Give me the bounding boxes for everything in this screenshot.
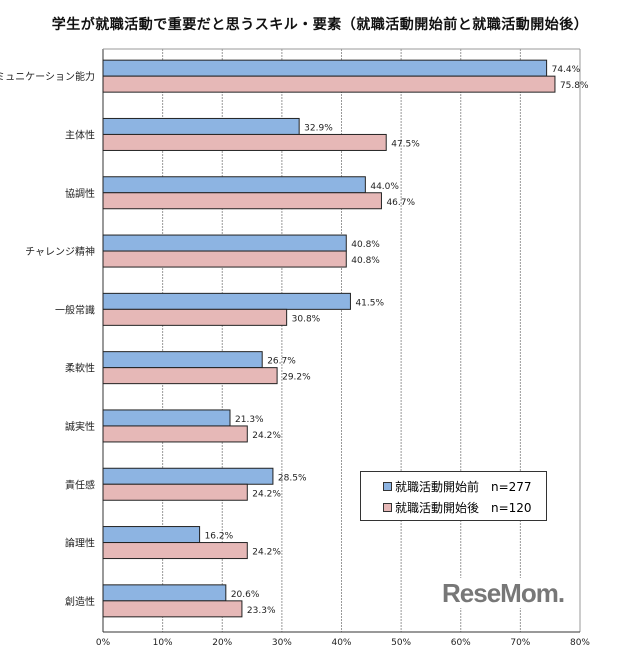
data-label: 47.5% — [391, 139, 420, 149]
data-label: 16.2% — [205, 532, 234, 542]
x-tick-label: 60% — [451, 638, 471, 648]
category-label: 創造性 — [65, 595, 95, 608]
legend-swatch-after — [383, 503, 392, 512]
chart-title: 学生が就職活動で重要だと思うスキル・要素（就職活動開始前と就職活動開始後） — [51, 17, 589, 33]
resemom-logo: ReseMom. — [440, 578, 567, 608]
category-label: 一般常識 — [55, 303, 95, 316]
bar — [102, 192, 382, 210]
data-label: 46.7% — [386, 198, 415, 208]
x-tick-label: 20% — [212, 638, 232, 648]
data-label: 40.8% — [351, 256, 380, 266]
x-tick-label: 10% — [153, 638, 173, 648]
x-tick-label: 40% — [331, 638, 351, 648]
legend-label: 就職活動開始後 n=120 — [395, 501, 532, 515]
x-tick-label: 80% — [570, 638, 590, 648]
legend: 就職活動開始前 n=277 就職活動開始後 n=120 — [360, 471, 547, 521]
category-label: 誠実性 — [65, 420, 95, 433]
bar — [102, 425, 248, 443]
bar — [102, 542, 248, 560]
bar — [102, 367, 278, 385]
data-label: 41.5% — [355, 298, 384, 308]
bar — [102, 467, 274, 485]
category-label: コミュニケーション能力 — [0, 70, 95, 83]
data-label: 23.3% — [247, 606, 276, 616]
data-label: 24.2% — [252, 489, 281, 499]
bar — [102, 308, 288, 326]
bar — [102, 292, 351, 310]
bar — [102, 526, 201, 544]
category-label: 主体性 — [65, 128, 95, 141]
bar — [102, 600, 243, 618]
legend-label: 就職活動開始前 n=277 — [395, 480, 532, 494]
x-tick-label: 70% — [510, 638, 530, 648]
bar — [102, 234, 347, 252]
bar — [102, 584, 227, 602]
category-label: チャレンジ精神 — [25, 245, 95, 258]
bar — [102, 176, 366, 194]
x-tick-label: 50% — [391, 638, 411, 648]
bar — [102, 351, 263, 369]
category-label: 柔軟性 — [65, 362, 95, 375]
category-label: 協調性 — [65, 187, 95, 200]
bar — [102, 75, 556, 93]
bar — [102, 117, 300, 135]
data-label: 75.8% — [560, 81, 589, 91]
x-tick-label: 0% — [96, 638, 111, 648]
category-label: 責任感 — [65, 478, 95, 491]
category-label: 論理性 — [65, 537, 95, 550]
data-label: 40.8% — [351, 240, 380, 250]
bar — [102, 483, 248, 501]
data-label: 74.4% — [552, 65, 581, 75]
bar — [102, 409, 231, 427]
data-label: 24.2% — [252, 548, 281, 558]
bar — [102, 59, 548, 77]
data-label: 44.0% — [370, 182, 399, 192]
data-label: 24.2% — [252, 431, 281, 441]
bar — [102, 250, 347, 268]
bar — [102, 133, 387, 151]
data-label: 26.7% — [267, 357, 296, 367]
legend-item-before: 就職活動開始前 n=277 — [383, 478, 532, 495]
data-label: 20.6% — [231, 590, 260, 600]
legend-swatch-before — [383, 482, 392, 491]
data-label: 30.8% — [292, 314, 321, 324]
legend-item-after: 就職活動開始後 n=120 — [383, 499, 532, 516]
data-label: 29.2% — [282, 373, 311, 383]
data-label: 32.9% — [304, 123, 333, 133]
x-tick-label: 30% — [272, 638, 292, 648]
data-label: 21.3% — [235, 415, 264, 425]
data-label: 28.5% — [278, 473, 307, 483]
